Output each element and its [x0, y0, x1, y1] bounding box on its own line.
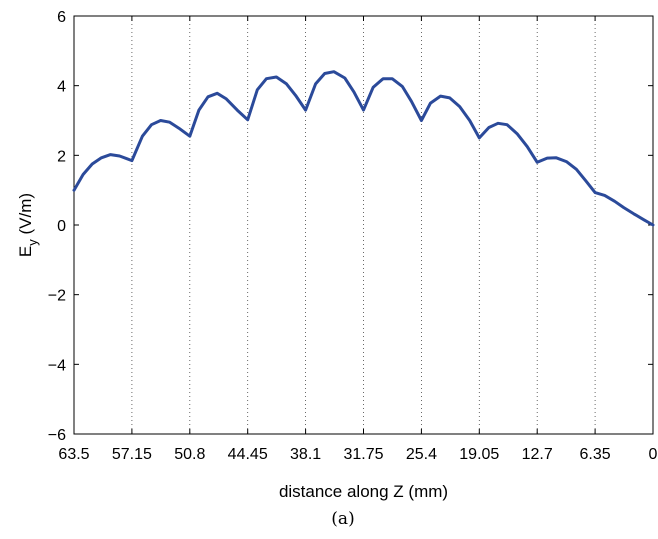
y-tick-label: 6: [57, 9, 66, 26]
plot-area: [73, 15, 654, 435]
y-tick-label: 0: [57, 218, 66, 235]
x-tick-label: 19.05: [459, 446, 499, 463]
x-tick-label: 38.1: [290, 446, 321, 463]
figure-caption: (a): [331, 509, 354, 529]
y-axis-title-base: E: [16, 246, 35, 257]
y-tick-label: −2: [48, 288, 66, 305]
x-tick-label: 12.7: [522, 446, 553, 463]
x-tick-label: 31.75: [343, 446, 383, 463]
y-tick-label: 4: [57, 79, 66, 96]
y-tick-labels: −6 −4 −2 0 2 4 6: [48, 9, 66, 444]
axis-ticks: [73, 15, 654, 435]
x-tick-label: 25.4: [406, 446, 437, 463]
y-tick-label: −6: [48, 427, 66, 444]
x-tick-label: 57.15: [112, 446, 152, 463]
x-tick-labels: 63.5 57.15 50.8 44.45 38.1 31.75 25.4 19.05 12.7…: [58, 446, 657, 463]
x-tick-label: 6.35: [580, 446, 611, 463]
series-line: [72, 70, 655, 227]
x-axis-title: distance along Z (mm): [279, 482, 448, 501]
y-tick-label: −4: [48, 357, 66, 374]
y-axis-title: Ey (V/m): [16, 193, 40, 257]
y-axis-title-rest: (V/m): [16, 193, 35, 239]
x-tick-label: 44.45: [228, 446, 268, 463]
x-tick-label: 50.8: [174, 446, 205, 463]
x-tick-label: 0: [649, 446, 658, 463]
x-tick-label: 63.5: [58, 446, 89, 463]
vertical-grid: [131, 16, 596, 434]
y-tick-label: 2: [57, 148, 66, 165]
y-axis-title-subscript: y: [25, 239, 40, 246]
